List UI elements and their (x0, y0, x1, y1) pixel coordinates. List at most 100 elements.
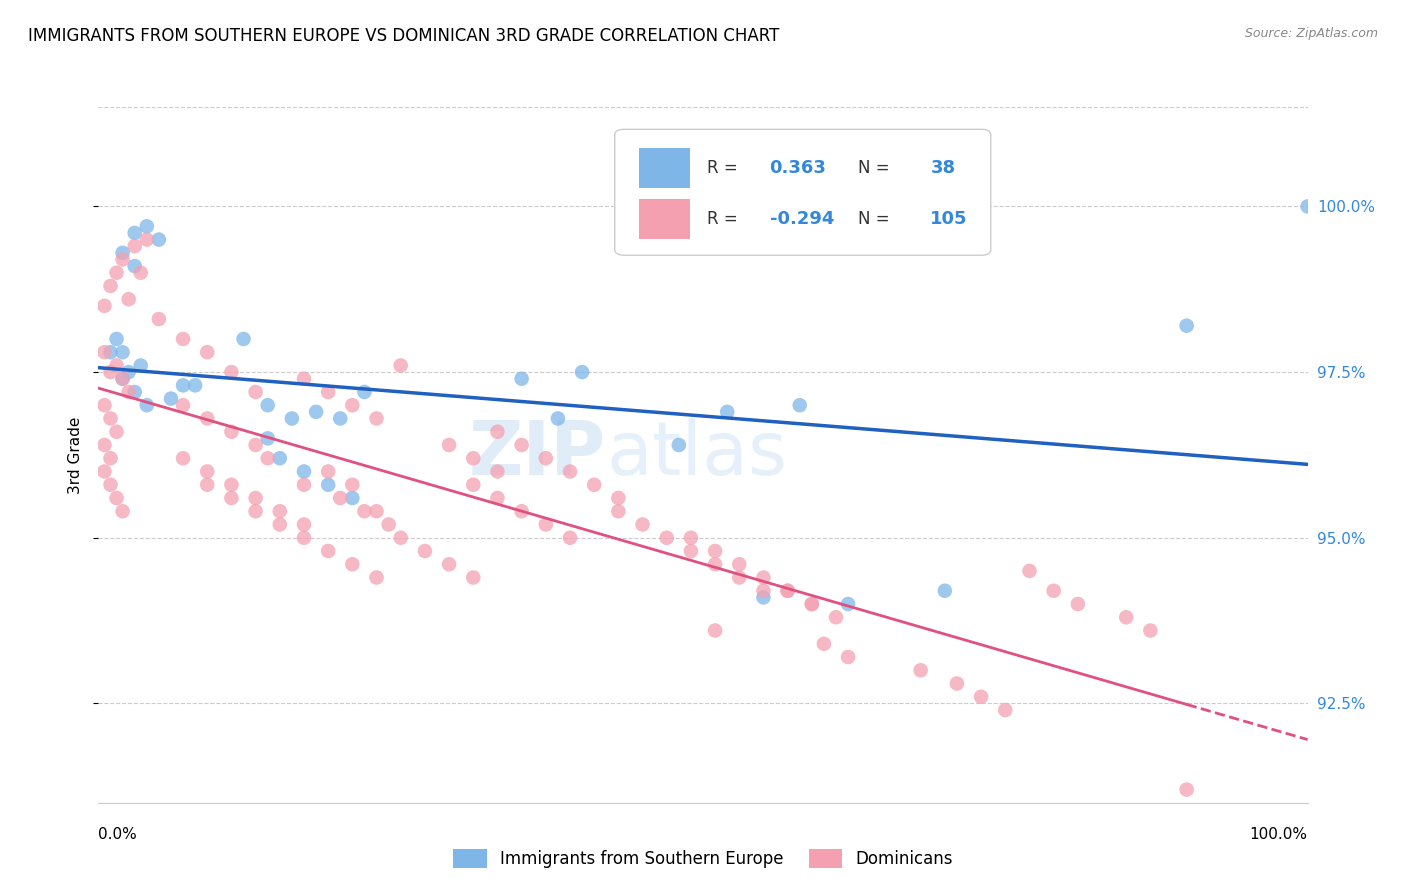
Point (105, 425, 128, 439)
Point (124, 239, 146, 253)
Point (292, 477, 315, 491)
Point (389, 359, 412, 373)
Point (172, 398, 194, 412)
Point (129, 359, 152, 373)
Text: Source: ZipAtlas.com: Source: ZipAtlas.com (1244, 27, 1378, 40)
Point (93, 345, 115, 359)
Point (1175, 782, 1198, 797)
Text: 0.363: 0.363 (769, 160, 827, 178)
Point (281, 411, 304, 425)
Point (195, 411, 218, 425)
Point (607, 504, 630, 518)
Point (510, 438, 533, 452)
Point (342, 491, 364, 505)
Point (105, 266, 128, 280)
Point (111, 504, 134, 518)
Point (413, 544, 436, 558)
Point (245, 384, 267, 399)
Text: N =: N = (858, 210, 894, 228)
Point (366, 570, 388, 584)
Text: N =: N = (858, 160, 894, 178)
Point (256, 431, 278, 445)
Point (776, 583, 799, 598)
Point (631, 517, 654, 532)
Point (934, 583, 956, 598)
Point (994, 703, 1017, 717)
Point (245, 491, 267, 505)
Point (256, 451, 278, 466)
Point (377, 517, 399, 532)
Point (195, 477, 218, 491)
Point (437, 438, 460, 452)
Point (558, 531, 581, 545)
Point (316, 544, 339, 558)
Point (342, 398, 364, 412)
Point (184, 378, 207, 392)
Point (437, 558, 460, 572)
Point (124, 259, 146, 273)
Point (486, 465, 509, 479)
Point (837, 597, 859, 611)
Point (221, 365, 243, 379)
Point (245, 504, 267, 518)
Point (135, 233, 157, 247)
Text: 105: 105 (931, 210, 967, 228)
Point (118, 292, 141, 306)
Point (148, 233, 170, 247)
Legend: Immigrants from Southern Europe, Dominicans: Immigrants from Southern Europe, Dominic… (447, 842, 959, 875)
Point (813, 637, 835, 651)
Point (547, 411, 569, 425)
Point (558, 465, 581, 479)
Point (800, 597, 823, 611)
Point (534, 517, 557, 532)
Point (463, 451, 485, 466)
Point (100, 345, 122, 359)
Point (93, 438, 115, 452)
Point (583, 477, 606, 491)
Point (221, 425, 243, 439)
Point (463, 570, 485, 584)
Point (269, 517, 291, 532)
Point (221, 477, 243, 491)
Point (329, 411, 352, 425)
Point (510, 504, 533, 518)
Point (305, 405, 328, 419)
Point (111, 372, 134, 386)
Point (353, 504, 375, 518)
Text: R =: R = (707, 210, 742, 228)
Point (789, 398, 811, 412)
Point (292, 465, 315, 479)
Point (135, 398, 157, 412)
Point (100, 279, 122, 293)
Text: 0.0%: 0.0% (98, 827, 138, 841)
Point (353, 384, 375, 399)
Point (105, 359, 128, 373)
Point (93, 398, 115, 412)
Point (704, 558, 727, 572)
Point (752, 583, 775, 598)
Point (1067, 597, 1090, 611)
Point (256, 398, 278, 412)
Point (1296, 199, 1319, 213)
Point (100, 411, 122, 425)
Point (679, 544, 702, 558)
Point (655, 531, 678, 545)
Point (316, 477, 339, 491)
Point (160, 392, 183, 406)
Point (752, 570, 775, 584)
Point (704, 624, 727, 638)
Point (571, 365, 593, 379)
Y-axis label: 3rd Grade: 3rd Grade (67, 417, 83, 493)
Point (910, 663, 932, 677)
Point (800, 597, 823, 611)
Point (1042, 583, 1064, 598)
Point (118, 384, 141, 399)
Point (111, 252, 134, 267)
Point (342, 558, 364, 572)
Point (100, 365, 122, 379)
Point (124, 384, 146, 399)
Point (342, 477, 364, 491)
Point (704, 544, 727, 558)
Point (1175, 318, 1198, 333)
Point (316, 465, 339, 479)
